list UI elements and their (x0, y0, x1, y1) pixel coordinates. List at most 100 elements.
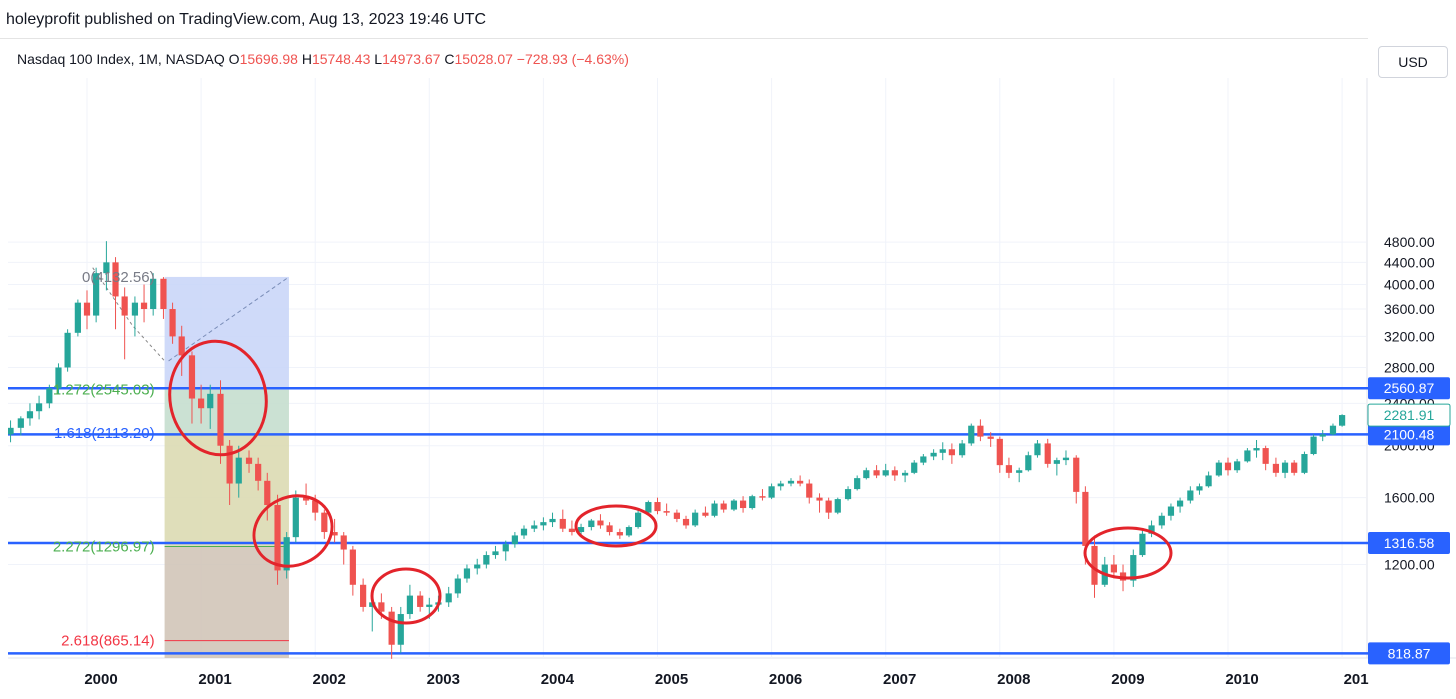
candle-up (930, 452, 937, 457)
candle-up (1196, 486, 1203, 491)
candle-up (531, 525, 538, 529)
level-price-badge (1368, 531, 1450, 554)
chart-area[interactable]: 0(4132.56) 1.272(2545.03) 1.618(2113.20) 2.… (8, 38, 1456, 699)
candle-down (160, 278, 167, 310)
time-axis-label: 2004 (541, 671, 575, 688)
candle-down (797, 480, 804, 484)
candle-down (169, 309, 176, 337)
candle-up (64, 332, 71, 368)
candle-up (625, 527, 633, 536)
candle-up (1244, 450, 1251, 462)
candle-down (331, 532, 338, 536)
level-price-text: 2100.48 (1384, 426, 1435, 442)
fib-level-label: 2.618(865.14) (61, 633, 154, 650)
candle-up (939, 449, 946, 453)
candle-down (140, 302, 148, 310)
candle-up (55, 367, 62, 389)
candle-down (568, 528, 576, 533)
annotation-circle (1083, 526, 1173, 580)
annotation-circle (168, 339, 268, 457)
candle-down (825, 500, 832, 513)
high-label: H (301, 51, 312, 67)
time-axis-label: 2001 (198, 671, 231, 688)
candle-up (150, 278, 157, 310)
candle-up (1034, 443, 1041, 456)
candle-down (417, 595, 424, 607)
price-axis-label: 4800.00 (1384, 234, 1435, 250)
candle-up (426, 604, 433, 607)
currency-button[interactable]: USD (1378, 46, 1448, 78)
candle-down (321, 512, 328, 533)
candle-up (406, 595, 414, 615)
candle-down (226, 445, 233, 484)
candle-up (844, 489, 852, 500)
candle-up (1329, 425, 1337, 435)
candle-up (26, 411, 34, 419)
candle-up (1025, 455, 1032, 471)
time-axis-label: 2005 (655, 671, 688, 688)
symbol-label[interactable]: Nasdaq 100 Index, 1M, NASDAQ (17, 51, 225, 67)
high-value: 15748.43 (311, 51, 371, 67)
candle-down (378, 602, 385, 612)
time-axis-label: 2002 (313, 671, 346, 688)
fib-diagonal (168, 276, 290, 362)
publisher-text: holeyprofit published on TradingView.com… (6, 11, 487, 28)
open-label: O (228, 51, 240, 67)
candle-down (996, 438, 1003, 466)
candle-up (863, 470, 870, 479)
price-axis-label: 1200.00 (1384, 557, 1435, 573)
fib-level-label: 1.272(2545.03) (53, 382, 155, 399)
candle-down (816, 497, 823, 501)
candle-down (1110, 564, 1117, 573)
close-value: 15028.07 (454, 51, 513, 67)
candle-up (1053, 460, 1060, 464)
candle-down (559, 518, 566, 529)
candle-down (188, 355, 196, 399)
candle-up (1130, 555, 1137, 581)
last-price-text: 2281.91 (1384, 407, 1435, 423)
candle-down (1224, 462, 1232, 471)
candle-up (74, 302, 81, 333)
candle-down (682, 518, 690, 526)
level-price-badge (1368, 423, 1450, 446)
candle-up (882, 470, 889, 476)
candle-up (207, 393, 214, 409)
candle-down (264, 480, 271, 506)
candle-up (1062, 457, 1070, 461)
level-price-text: 2560.87 (1384, 380, 1435, 396)
candle-up (1167, 506, 1175, 516)
fib-zone-teal (164, 389, 289, 433)
candle-down (312, 500, 319, 513)
candle-up (1139, 533, 1146, 556)
candle-up (1205, 475, 1212, 487)
candle-down (302, 497, 310, 501)
candle-down (597, 520, 604, 526)
candle-up (834, 499, 841, 513)
price-axis-label: 3200.00 (1384, 328, 1435, 344)
candle-up (283, 537, 290, 571)
ohlc-legend: Nasdaq 100 Index, 1M, NASDAQ O15696.98 H… (17, 51, 629, 67)
time-axis-label: 2000 (84, 671, 117, 688)
time-axis-label: 2006 (769, 671, 802, 688)
candle-up (911, 462, 918, 473)
annotation-circle (370, 567, 442, 625)
time-axis-label: 2010 (1225, 671, 1258, 688)
level-price-badge (1368, 642, 1450, 665)
fib-zone-blue (164, 276, 289, 390)
open-value: 15696.98 (239, 51, 298, 67)
candle-down (274, 505, 281, 571)
candle-down (873, 470, 880, 476)
candle-up (1234, 461, 1241, 471)
candle-up (131, 302, 139, 316)
price-axis-label: 3600.00 (1384, 301, 1435, 317)
fib-level-label: 1.618(2113.20) (54, 425, 155, 442)
fib-zone-brown (164, 546, 289, 658)
candle-up (549, 518, 556, 523)
candle-down (702, 512, 709, 516)
candlestick-chart[interactable]: 0(4132.56) 1.272(2545.03) 1.618(2113.20) 2.… (8, 38, 1456, 699)
candle-down (1272, 463, 1280, 473)
candle-up (730, 500, 738, 510)
candle-up (454, 578, 461, 594)
candle-up (1339, 415, 1346, 426)
candle-up (235, 457, 242, 484)
